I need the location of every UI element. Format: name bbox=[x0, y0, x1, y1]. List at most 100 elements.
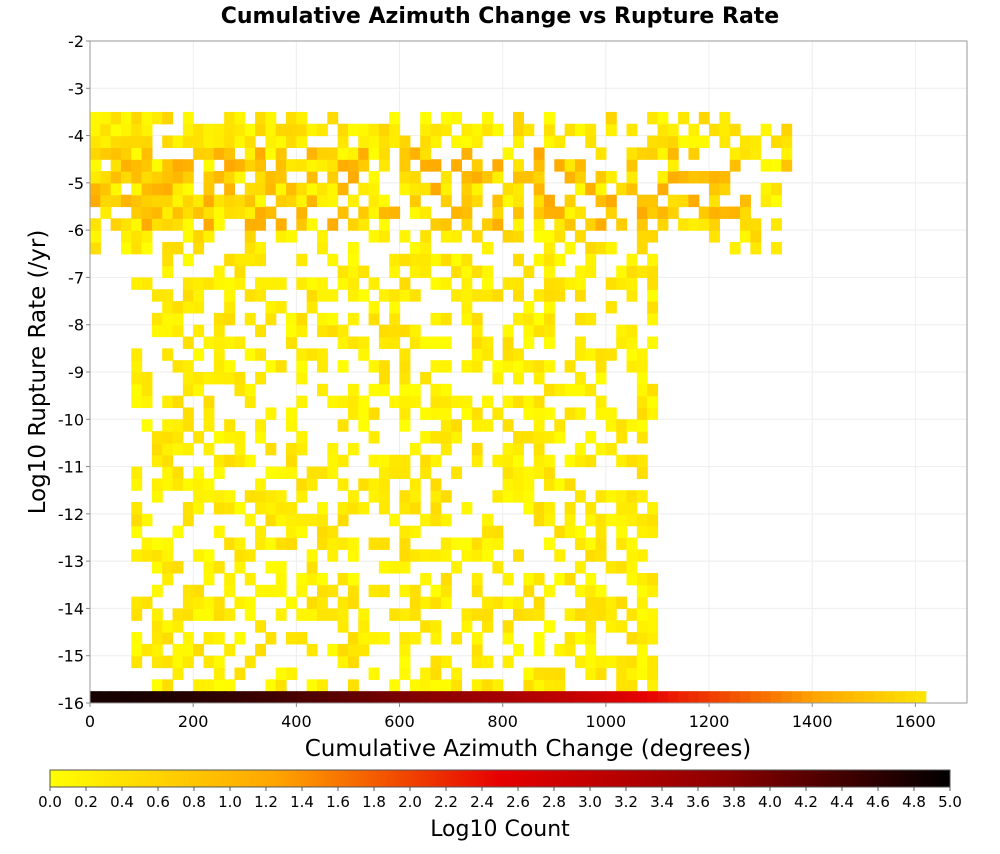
heatmap-cell bbox=[368, 667, 380, 680]
heatmap-cell bbox=[543, 620, 555, 633]
heatmap-cell bbox=[502, 596, 514, 610]
heatmap-cell bbox=[296, 194, 308, 208]
heatmap-cell bbox=[409, 691, 421, 703]
heatmap-cell bbox=[368, 301, 380, 314]
heatmap-cell bbox=[131, 372, 143, 385]
heatmap-cell bbox=[203, 596, 215, 610]
heatmap-cell bbox=[203, 372, 215, 385]
heatmap-cell bbox=[244, 206, 256, 219]
heatmap-cell bbox=[554, 525, 566, 539]
heatmap-cell bbox=[131, 691, 143, 703]
heatmap-cell bbox=[657, 218, 669, 231]
heatmap-cell bbox=[368, 407, 380, 420]
heatmap-cell bbox=[440, 123, 452, 137]
heatmap-cell bbox=[347, 407, 359, 420]
heatmap-cell bbox=[172, 561, 184, 574]
heatmap-cell bbox=[162, 159, 174, 172]
heatmap-cell bbox=[430, 407, 442, 420]
heatmap-cell bbox=[358, 691, 370, 703]
heatmap-cell bbox=[543, 537, 555, 550]
heatmap-cell bbox=[213, 667, 225, 680]
heatmap-cell bbox=[182, 230, 194, 243]
heatmap-cell bbox=[131, 159, 143, 172]
heatmap-cell bbox=[162, 111, 174, 125]
heatmap-cell bbox=[430, 655, 442, 669]
heatmap-cell bbox=[471, 454, 483, 468]
heatmap-cell bbox=[471, 230, 483, 243]
heatmap-cell bbox=[399, 230, 411, 243]
heatmap-cell bbox=[244, 289, 256, 302]
heatmap-cell bbox=[626, 123, 638, 137]
heatmap-cell bbox=[306, 182, 318, 196]
heatmap-cell bbox=[533, 691, 545, 703]
heatmap-cell bbox=[430, 431, 442, 444]
heatmap-cell bbox=[203, 135, 215, 148]
heatmap-cell bbox=[172, 655, 184, 669]
heatmap-cell bbox=[151, 537, 163, 550]
heatmap-cell bbox=[585, 431, 597, 444]
heatmap-cell bbox=[296, 442, 308, 456]
heatmap-cell bbox=[533, 442, 545, 456]
heatmap-cell bbox=[533, 312, 545, 326]
heatmap-cell bbox=[378, 502, 390, 515]
heatmap-cell bbox=[533, 632, 545, 645]
heatmap-cell bbox=[533, 289, 545, 302]
heatmap-cell bbox=[605, 301, 617, 314]
heatmap-cell bbox=[523, 490, 535, 503]
heatmap-cell bbox=[894, 691, 906, 703]
heatmap-cell bbox=[358, 218, 370, 231]
heatmap-cell bbox=[296, 584, 308, 598]
heatmap-cell bbox=[131, 206, 143, 219]
heatmap-cell bbox=[213, 312, 225, 326]
heatmap-cell bbox=[543, 407, 555, 420]
heatmap-cell bbox=[523, 407, 535, 420]
heatmap-cell bbox=[409, 478, 421, 491]
heatmap-cell bbox=[110, 171, 122, 184]
heatmap-cell bbox=[296, 312, 308, 326]
heatmap-cell bbox=[554, 667, 566, 680]
heatmap-cell bbox=[657, 123, 669, 137]
heatmap-cell bbox=[585, 513, 597, 527]
heatmap-cell bbox=[585, 253, 597, 267]
heatmap-cell bbox=[409, 525, 421, 539]
heatmap-cell bbox=[193, 502, 205, 515]
heatmap-cell bbox=[905, 691, 917, 703]
heatmap-cell bbox=[90, 230, 101, 243]
heatmap-cell bbox=[337, 395, 349, 409]
heatmap-cell bbox=[451, 206, 463, 219]
heatmap-cell bbox=[399, 466, 411, 479]
heatmap-cell bbox=[574, 159, 586, 172]
heatmap-cell bbox=[162, 135, 174, 148]
heatmap-cell bbox=[131, 549, 143, 562]
heatmap-cell bbox=[420, 466, 432, 479]
heatmap-cell bbox=[719, 171, 731, 184]
heatmap-cell bbox=[430, 182, 442, 196]
heatmap-cell bbox=[234, 632, 246, 645]
heatmap-cell bbox=[224, 123, 236, 137]
heatmap-cell bbox=[409, 395, 421, 409]
heatmap-cell bbox=[709, 182, 720, 196]
heatmap-cell bbox=[420, 336, 432, 349]
heatmap-cell bbox=[585, 572, 597, 586]
heatmap-cell bbox=[770, 135, 782, 148]
heatmap-cell bbox=[172, 431, 184, 444]
heatmap-cell bbox=[327, 454, 339, 468]
heatmap-cell bbox=[740, 230, 751, 243]
heatmap-cell bbox=[151, 490, 163, 503]
y-axis: -2 -3 -4 -5 -6 -7 -8 -9 -10 -11 -12 -13 -14 -15 -16 bbox=[58, 32, 90, 713]
heatmap-cell bbox=[440, 253, 452, 267]
heatmap-cell bbox=[120, 194, 132, 208]
heatmap-cell bbox=[574, 407, 586, 420]
heatmap-cell bbox=[368, 383, 380, 397]
heatmap-cell bbox=[213, 360, 225, 373]
heatmap-cell bbox=[698, 135, 710, 148]
heatmap-cell bbox=[492, 454, 504, 468]
heatmap-cell bbox=[141, 182, 153, 196]
x-tick-label: 400 bbox=[281, 712, 312, 731]
heatmap-cell bbox=[533, 454, 545, 468]
heatmap-cell bbox=[492, 360, 504, 373]
heatmap-cell bbox=[420, 123, 432, 137]
heatmap-cell bbox=[296, 253, 308, 267]
heatmap-cell bbox=[120, 111, 132, 125]
colorbar-tick-label: 2.8 bbox=[542, 793, 566, 811]
